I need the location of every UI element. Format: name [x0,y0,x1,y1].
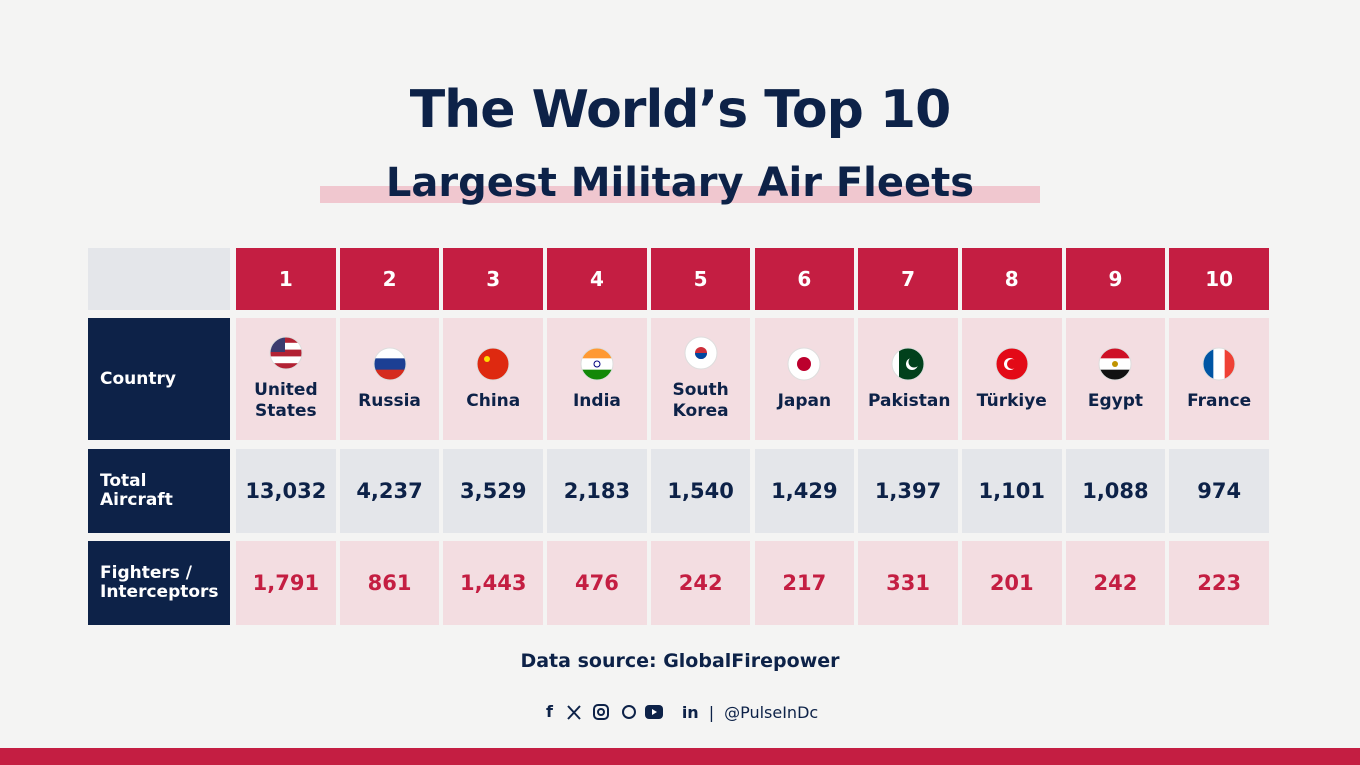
flag [1098,347,1132,380]
flag [995,347,1029,380]
fighters-cell: 476 [547,541,647,625]
country-name: United States [254,380,318,421]
rank: 4 [547,248,647,310]
total-cell: 1,429 [754,449,855,533]
fighters-cell: 861 [339,541,440,625]
row-label: Country [88,318,230,440]
rank: 8 [961,248,1062,310]
total-cell: 2,183 [547,449,647,533]
total-cell: 13,032 [236,449,336,533]
highlight [320,186,1040,203]
bottom-bar [0,748,1360,765]
flag [1202,347,1236,380]
country-cell: Egypt [1065,318,1166,440]
flag [373,347,407,380]
social-icons: f [546,702,663,721]
country-cell: India [547,318,647,440]
country-name: Japan [777,390,832,411]
fighters-cell: 242 [1065,541,1166,625]
flag [580,347,614,380]
total-cell: 974 [1169,449,1269,533]
subtitle: Largest Military Air Fleets [385,160,975,206]
rank: 5 [650,248,751,310]
row-label: Total Aircraft [88,449,230,533]
total-cell: 1,540 [650,449,751,533]
fighters-cell: 1,443 [443,541,544,625]
country-cell: China [443,318,544,440]
country-name: France [1187,390,1252,411]
fighters-cell: 242 [650,541,751,625]
country-name: China [466,390,521,411]
country-name: Türkiye [976,390,1047,411]
flag [476,347,510,380]
source: Data source: GlobalFirepower [520,650,840,672]
total-cell: 1,101 [961,449,1062,533]
country-cell: Türkiye [961,318,1062,440]
rank: 9 [1065,248,1166,310]
country-cell: Japan [754,318,855,440]
rank: 6 [754,248,855,310]
country-name: India [572,390,621,411]
total-cell: 1,088 [1065,449,1166,533]
social-row: f in | @PulseInDc [0,702,1360,722]
fighters-cell: 201 [961,541,1062,625]
country-name: South Korea [672,380,729,421]
rank: 10 [1169,248,1269,310]
rank: 3 [443,248,544,310]
handle: @PulseInDc [724,702,819,722]
total-cell: 1,397 [858,449,958,533]
country-cell: Russia [339,318,440,440]
country-cell: France [1169,318,1269,440]
flag [787,347,821,380]
total-cell: 4,237 [339,449,440,533]
country-name: Russia [358,390,421,411]
rank: 1 [236,248,336,310]
fighters-cell: 223 [1169,541,1269,625]
rank: 2 [339,248,440,310]
country-cell: South Korea [650,318,751,440]
linkedin-icon: in [681,702,699,722]
country-cell: Pakistan [858,318,958,440]
rank: 7 [858,248,958,310]
total-cell: 3,529 [443,449,544,533]
flag [891,347,925,380]
country-name: Egypt [1087,390,1144,411]
row-label: Fighters / Interceptors [88,541,230,625]
separator: | [708,702,715,722]
fighters-cell: 217 [754,541,855,625]
fighters-cell: 1,791 [236,541,336,625]
flag [684,336,718,370]
flag [269,336,303,370]
svg-text:f: f [546,702,554,721]
country-cell: United States [236,318,336,440]
title: The World’s Top 10 [409,80,952,140]
country-name: Pakistan [868,390,951,411]
fighters-cell: 331 [858,541,958,625]
corner [88,248,230,310]
